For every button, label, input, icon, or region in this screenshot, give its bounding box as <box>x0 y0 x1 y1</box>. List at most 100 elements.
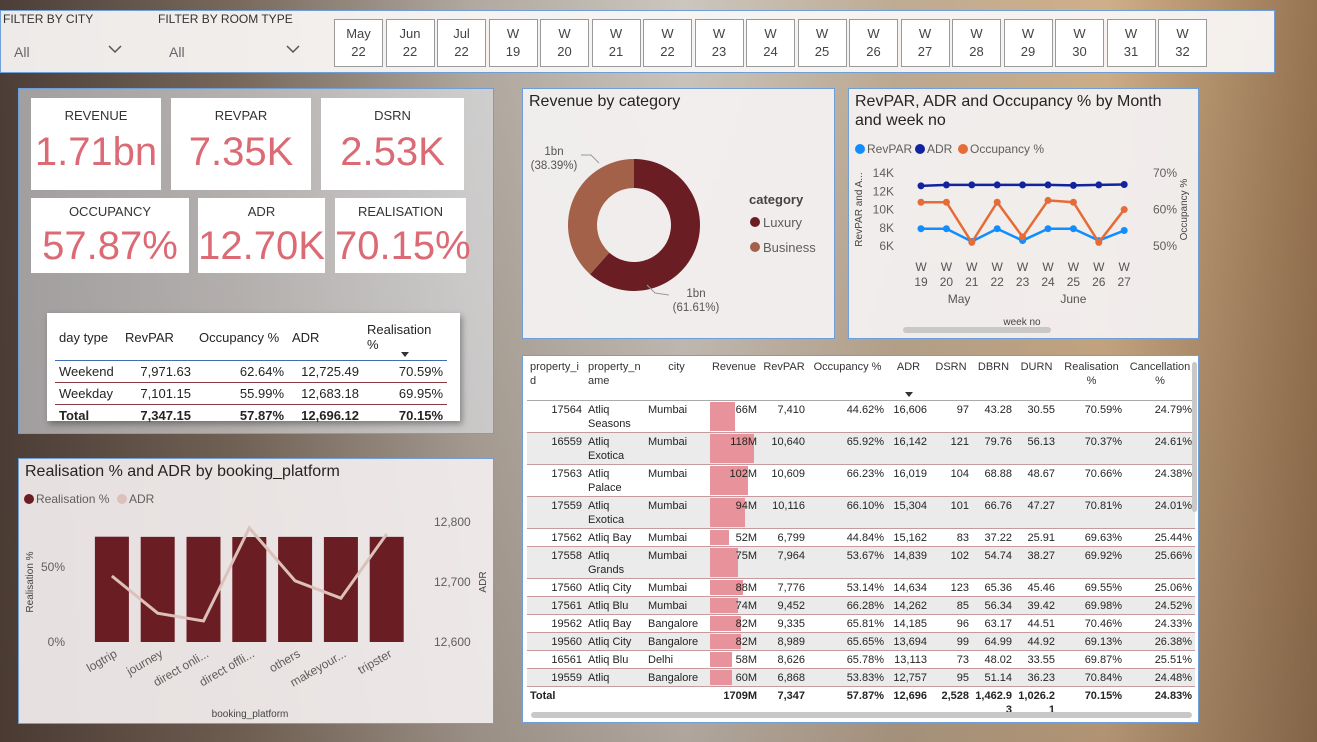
period-button[interactable]: W 29 <box>1003 19 1053 67</box>
table-cell: 14,262 <box>887 596 930 615</box>
period-button[interactable]: W 23 <box>694 19 744 67</box>
column-header: Occupancy % <box>808 356 887 401</box>
table-cell: 96 <box>930 614 972 633</box>
table-cell: 14,185 <box>887 614 930 633</box>
legend-marker <box>750 217 760 227</box>
column-header: ADR <box>288 318 363 361</box>
period-button[interactable]: W 32 <box>1158 19 1207 67</box>
x-axis-title: booking_platform <box>212 709 289 720</box>
period-button[interactable]: Jun 22 <box>385 19 435 67</box>
point-marker <box>1069 225 1077 233</box>
table-head: day type RevPAR Occupancy % ADR Realisation … <box>55 318 447 361</box>
point-marker <box>1095 181 1103 189</box>
table-row: 16559 Atliq Exotica Mumbai 118M 10,640 65.92%… <box>527 432 1195 465</box>
table-cell: Atliq Palace <box>585 464 645 497</box>
column-header: Realisation % <box>363 318 447 361</box>
bar <box>278 536 313 642</box>
table-cell: 17562 <box>527 528 585 547</box>
column-header: day type <box>55 318 121 361</box>
period-button[interactable]: W 20 <box>540 19 589 67</box>
table-cell: Mumbai <box>645 464 708 497</box>
revenue-bar <box>710 580 743 595</box>
table-cell: 6,868 <box>760 668 808 687</box>
period-button[interactable]: W 19 <box>488 19 538 67</box>
revenue-cell: 66M <box>708 400 760 433</box>
table-cell: 15,304 <box>887 496 930 529</box>
table-cell: 69.87% <box>1058 650 1125 669</box>
table-body: 17564 Atliq Seasons Mumbai 66M 7,410 44.62% 16… <box>527 400 1195 718</box>
table-cell: 70.84% <box>1058 668 1125 687</box>
y2-tick-label: 70% <box>1153 166 1177 180</box>
period-button[interactable]: Jul 22 <box>437 19 486 67</box>
table-cell: 66.23% <box>808 464 887 497</box>
period-button[interactable]: W 22 <box>643 19 692 67</box>
revenue-cell: 102M <box>708 464 760 497</box>
period-button[interactable]: W 30 <box>1055 19 1104 67</box>
filter-value[interactable]: All <box>169 44 185 60</box>
table-cell: 14,634 <box>887 578 930 597</box>
revenue-label: 74M <box>735 599 757 612</box>
table-cell: Delhi <box>645 650 708 669</box>
period-button[interactable]: W 24 <box>746 19 795 67</box>
revenue-label: 60M <box>735 671 757 684</box>
period-button[interactable]: W 25 <box>797 19 847 67</box>
table-cell: 48.02 <box>972 650 1015 669</box>
table-cell: 17564 <box>527 400 585 433</box>
legend-label: ADR <box>129 492 155 506</box>
scrollbar[interactable] <box>1192 362 1197 512</box>
kpi-card: REVENUE 1.71bn <box>31 98 161 190</box>
x-tick-label: W 27 <box>1117 260 1131 289</box>
y2-tick-label: 60% <box>1153 203 1177 217</box>
revenue-label: 94M <box>735 499 757 512</box>
period-button[interactable]: W 26 <box>849 19 898 67</box>
table-cell: 19560 <box>527 632 585 651</box>
line-chart: RevPAR ADR Occupancy % 6K 8K 10K 12K 14K 50% 60% 7… <box>854 142 1190 333</box>
point-marker <box>993 181 1001 189</box>
table-cell: 36.23 <box>1015 668 1058 687</box>
table-cell: 24.52% <box>1125 596 1195 615</box>
table-cell: 97 <box>930 400 972 433</box>
dropdown-chevron[interactable] <box>107 43 123 55</box>
period-button[interactable]: W 28 <box>952 19 1001 67</box>
revenue-label: 88M <box>735 581 757 594</box>
table-cell: 70.59% <box>1058 400 1125 433</box>
table-row: 17560 Atliq City Mumbai 88M 7,776 53.14% 14,63… <box>527 578 1195 597</box>
table-cell: 65.65% <box>808 632 887 651</box>
table-cell: 53.67% <box>808 546 887 579</box>
point-marker <box>942 198 950 206</box>
point-marker <box>1019 181 1027 189</box>
table-cell: 16561 <box>527 650 585 669</box>
table-cell: 69.13% <box>1058 632 1125 651</box>
revenue-cell: 75M <box>708 546 760 579</box>
period-button[interactable]: W 21 <box>591 19 641 67</box>
bar <box>323 537 358 642</box>
bar <box>186 536 221 642</box>
table-cell: 79.76 <box>972 432 1015 465</box>
scrollbar[interactable] <box>531 712 1192 718</box>
table-cell: 25.51% <box>1125 650 1195 669</box>
period-button[interactable]: May 22 <box>334 19 383 67</box>
revenue-label: 118M <box>730 435 757 448</box>
table-cell: 15,162 <box>887 528 930 547</box>
table-cell: 9,452 <box>760 596 808 615</box>
filter-value[interactable]: All <box>14 44 30 60</box>
period-button[interactable]: W 31 <box>1106 19 1156 67</box>
table-cell: 53.83% <box>808 668 887 687</box>
period-button[interactable]: W 27 <box>900 19 950 67</box>
table-cell: Mumbai <box>645 400 708 433</box>
table-cell: 44.51 <box>1015 614 1058 633</box>
table-row: 17563 Atliq Palace Mumbai 102M 10,609 66.23% 1… <box>527 464 1195 497</box>
table-cell: Weekend <box>55 360 121 383</box>
column-header: ADR <box>887 356 930 401</box>
dropdown-chevron[interactable] <box>285 43 301 55</box>
y-axis-title: Realisation % <box>25 551 36 612</box>
column-header: DSRN <box>930 356 972 401</box>
x-tick-label: W 21 <box>965 260 979 289</box>
table-cell: 70.37% <box>1058 432 1125 465</box>
table-cell: Mumbai <box>645 578 708 597</box>
table-cell: 6,799 <box>760 528 808 547</box>
table-cell: Bangalore <box>645 632 708 651</box>
chart-title: Realisation % and ADR by booking_platfor… <box>25 463 340 480</box>
legend-marker <box>117 494 127 504</box>
x-group-label: June <box>1060 292 1086 306</box>
